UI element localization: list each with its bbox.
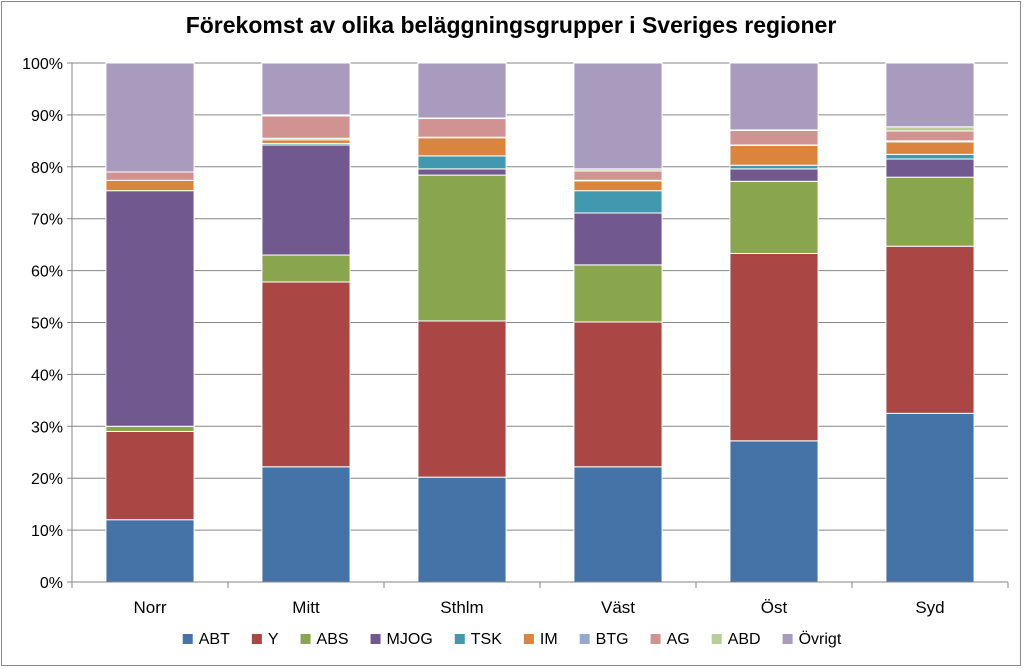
y-tick-label: 40% <box>31 367 63 384</box>
bar-segment <box>729 168 819 182</box>
y-tick-label: 80% <box>31 160 63 177</box>
legend-label: ABS <box>317 631 349 648</box>
legend-swatch <box>251 634 262 644</box>
legend-swatch <box>300 634 311 644</box>
x-tick-label: Väst <box>601 598 635 617</box>
gridlines <box>72 62 1008 583</box>
bar-segment <box>885 130 975 142</box>
y-tick-label: 100% <box>22 56 63 73</box>
legend-swatch <box>523 634 534 644</box>
bars <box>105 62 975 583</box>
bar-segment <box>885 126 975 132</box>
bar-segment <box>417 62 507 119</box>
bar-segment <box>261 115 351 139</box>
bar-segment <box>417 168 507 176</box>
legend-label: MJOG <box>387 631 433 648</box>
bar-segment <box>261 62 351 116</box>
bar-segment <box>261 281 351 468</box>
bar-segment <box>573 466 663 583</box>
bar-segment <box>105 171 195 181</box>
legend-swatch <box>711 634 722 644</box>
legend-swatch <box>370 634 381 644</box>
legend-label: IM <box>540 631 558 648</box>
x-tick-label: Öst <box>761 598 788 617</box>
bar-segment <box>105 179 195 192</box>
bar-segment <box>729 129 819 146</box>
bar-segment <box>105 62 195 173</box>
x-tick-label: Sthlm <box>440 598 483 617</box>
legend-label: ABD <box>728 631 761 648</box>
bar-segment <box>105 425 195 432</box>
legend-label: Övrigt <box>799 630 842 648</box>
bar-segment <box>885 412 975 583</box>
bar-segment <box>729 180 819 254</box>
bar-segment <box>729 252 819 442</box>
bar-segment <box>417 155 507 170</box>
legend-swatch <box>182 634 193 644</box>
x-tick-label: Mitt <box>292 598 320 617</box>
y-tick-label: 20% <box>31 471 63 488</box>
y-axis: 0% 10% 20% 30% 40% 50% 60% 70% 80% 90% 100% <box>22 56 73 592</box>
bar-segment <box>573 190 663 214</box>
y-tick-label: 10% <box>31 523 63 540</box>
bar-segment <box>417 137 507 157</box>
y-tick-label: 0% <box>40 575 63 592</box>
bar-segment <box>573 62 663 170</box>
y-tick-label: 60% <box>31 264 63 281</box>
legend-label: BTG <box>596 631 629 648</box>
bar-segment <box>105 519 195 583</box>
y-tick-label: 30% <box>31 419 63 436</box>
bar-segment <box>261 466 351 583</box>
y-tick-label: 90% <box>31 108 63 125</box>
legend-label: ABT <box>199 631 230 648</box>
bar-segment <box>105 430 195 521</box>
bar-segment <box>729 62 819 131</box>
bar-segment <box>573 321 663 468</box>
bar-segment <box>261 139 351 144</box>
bar-segment <box>885 176 975 247</box>
bar-segment <box>261 254 351 283</box>
y-tick-label: 70% <box>31 212 63 229</box>
bar-segment <box>729 145 819 166</box>
bar-segment <box>885 158 975 178</box>
x-tick-label: Norr <box>133 598 166 617</box>
bar-segment <box>573 170 663 181</box>
legend-swatch <box>782 634 793 644</box>
legend-label: Y <box>268 631 279 648</box>
x-axis: Norr Mitt Sthlm Väst Öst Syd <box>71 581 1009 617</box>
legend: ABT Y ABS MJOG TSK IM BTG AG ABD Övrigt <box>182 630 842 648</box>
y-tick-label: 50% <box>31 316 63 333</box>
bar-segment <box>885 62 975 128</box>
bar-segment <box>417 174 507 322</box>
bar-segment <box>573 212 663 266</box>
bar-segment <box>729 440 819 583</box>
x-tick-label: Syd <box>915 598 944 617</box>
legend-swatch <box>454 634 465 644</box>
bar-segment <box>417 320 507 478</box>
bar-segment <box>105 190 195 427</box>
bar-segment <box>729 164 819 170</box>
chart-title: Förekomst av olika beläggningsgrupper i … <box>185 12 837 38</box>
legend-label: AG <box>667 631 690 648</box>
bar-segment <box>417 118 507 138</box>
bar-segment <box>573 264 663 323</box>
bar-segment <box>885 141 975 155</box>
bar-segment <box>885 153 975 160</box>
legend-swatch <box>650 634 661 644</box>
bar-segment <box>573 180 663 192</box>
legend-swatch <box>579 634 590 644</box>
bar-segment <box>261 144 351 256</box>
legend-label: TSK <box>471 631 502 648</box>
bar-segment <box>417 476 507 583</box>
bar-segment <box>885 245 975 414</box>
